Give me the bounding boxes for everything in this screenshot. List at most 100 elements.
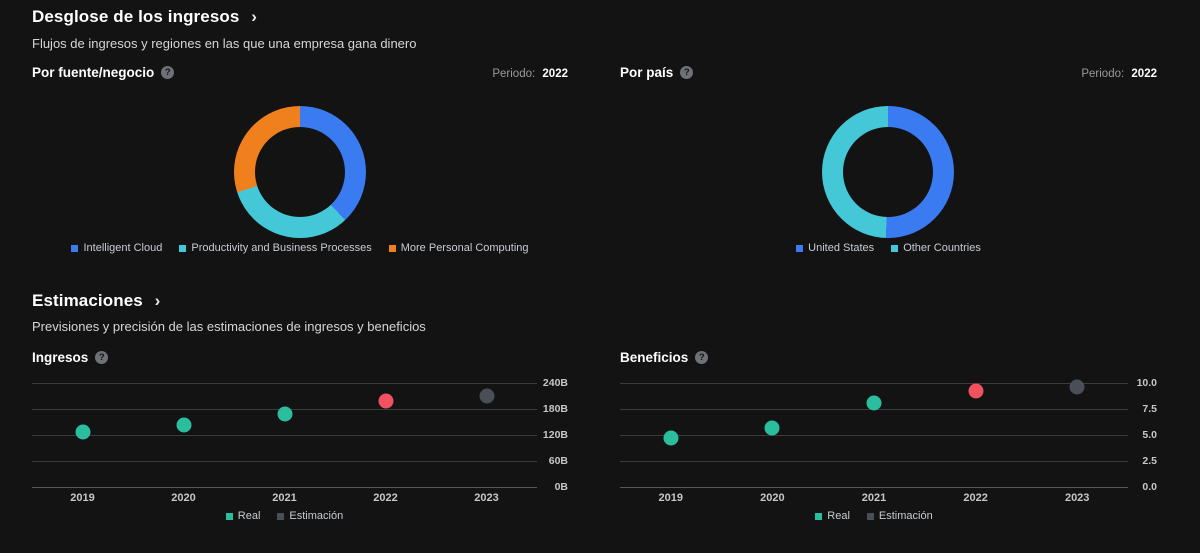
data-point-2023 — [1069, 379, 1085, 395]
gridline — [32, 487, 537, 488]
x-axis-tick-label: 2021 — [272, 492, 297, 504]
legend-label: Other Countries — [903, 242, 981, 254]
legend-swatch — [179, 244, 187, 252]
by-source-heading: Por fuente/negocio — [32, 65, 155, 80]
beneficios-heading: Beneficios — [620, 350, 689, 365]
x-axis-tick-label: 2023 — [1064, 492, 1090, 504]
x-axis-tick-label: 2023 — [474, 492, 499, 504]
by-source-legend: Intelligent Cloud Productivity and Busine… — [32, 242, 568, 254]
legend-label: Productivity and Business Processes — [191, 242, 372, 254]
help-icon[interactable]: ? — [95, 351, 109, 364]
chevron-right-icon: › — [154, 291, 161, 310]
legend-swatch — [796, 244, 804, 252]
revenue-breakdown-title-link[interactable]: Desglose de los ingresos › — [32, 7, 257, 27]
y-axis-tick-label: 120B — [542, 429, 568, 441]
revenue-breakdown-title: Desglose de los ingresos — [32, 7, 240, 26]
ingresos-x-axis: 2019 2020 2021 2022 2023 — [32, 492, 537, 506]
estimates-title: Estimaciones — [32, 291, 143, 310]
estimates-title-link[interactable]: Estimaciones › — [32, 291, 160, 311]
data-point-2019 — [663, 430, 679, 446]
data-point-2021 — [866, 395, 882, 411]
period-selector-by-country[interactable]: Periodo: 2022 — [957, 68, 1157, 80]
y-axis-tick-label: 0.0 — [1142, 481, 1157, 493]
legend-item: Estimación — [277, 510, 343, 522]
gridline — [32, 383, 537, 384]
y-axis-tick-label: 60B — [548, 455, 568, 467]
help-icon[interactable]: ? — [680, 66, 694, 79]
legend-item: Estimación — [866, 510, 933, 522]
ingresos-header: Ingresos ? — [32, 350, 109, 365]
legend-swatch — [388, 244, 396, 252]
legend-label: More Personal Computing — [400, 242, 529, 254]
legend-label: Real — [237, 510, 261, 522]
legend-label: United States — [808, 242, 875, 254]
legend-item: Productivity and Business Processes — [179, 242, 372, 254]
gridline — [32, 435, 537, 436]
legend-swatch — [891, 244, 899, 252]
y-axis-tick-label: 180B — [542, 403, 568, 415]
data-point-2021 — [277, 406, 292, 422]
y-axis-tick-label: 2.5 — [1142, 455, 1157, 467]
legend-swatch — [866, 512, 874, 520]
period-value: 2022 — [542, 68, 568, 80]
by-country-legend: United States Other Countries — [620, 242, 1157, 254]
y-axis-tick-label: 7.5 — [1142, 403, 1157, 415]
donut-chart-by-source: Intelligent Cloud Productivity and Busine… — [32, 106, 568, 266]
legend-label: Estimación — [289, 510, 344, 522]
donut-ring — [822, 106, 954, 238]
data-point-2020 — [176, 417, 191, 433]
gridline — [32, 461, 537, 462]
x-axis-tick-label: 2019 — [658, 492, 684, 504]
beneficios-header: Beneficios ? — [620, 350, 709, 365]
data-point-2023 — [479, 388, 494, 404]
by-country-header: Por país ? — [620, 65, 694, 80]
gridline — [620, 461, 1128, 462]
data-point-2022 — [378, 393, 393, 409]
legend-item: Real — [815, 510, 850, 522]
legend-swatch — [71, 244, 79, 252]
donut-hole — [843, 127, 933, 217]
legend-label: Real — [827, 510, 850, 522]
revenue-breakdown-subtitle: Flujos de ingresos y regiones en las que… — [32, 36, 417, 51]
donut-chart-by-country: United States Other Countries — [620, 106, 1157, 266]
data-point-2022 — [968, 383, 984, 399]
x-axis-tick-label: 2022 — [373, 492, 398, 504]
chevron-right-icon: › — [251, 7, 258, 26]
y-axis-tick-label: 240B — [542, 377, 568, 389]
legend-label: Intelligent Cloud — [83, 242, 163, 254]
legend-item: United States — [796, 242, 874, 254]
ingresos-scatter-chart: 240B 180B 120B 60B 0B 2019 2020 2021 2022 2023 R… — [32, 377, 568, 528]
help-icon[interactable]: ? — [695, 351, 709, 364]
by-source-header: Por fuente/negocio ? — [32, 65, 175, 80]
y-axis-tick-label: 5.0 — [1142, 429, 1157, 441]
x-axis-tick-label: 2020 — [171, 492, 196, 504]
legend-label: Estimación — [878, 510, 933, 522]
beneficios-y-axis: 10.0 7.5 5.0 2.5 0.0 — [1127, 377, 1157, 493]
donut-hole — [255, 127, 345, 217]
period-selector-by-source[interactable]: Periodo: 2022 — [368, 68, 568, 80]
x-axis-tick-label: 2021 — [861, 492, 887, 504]
ingresos-legend: Real Estimación — [32, 510, 537, 522]
ingresos-heading: Ingresos — [32, 350, 89, 365]
ingresos-y-axis: 240B 180B 120B 60B 0B — [538, 377, 568, 493]
gridline — [620, 487, 1128, 488]
data-point-2020 — [764, 420, 780, 436]
help-icon[interactable]: ? — [161, 66, 175, 79]
beneficios-legend: Real Estimación — [620, 510, 1128, 522]
x-axis-tick-label: 2019 — [70, 492, 95, 504]
x-axis-tick-label: 2022 — [963, 492, 988, 504]
legend-item: Intelligent Cloud — [71, 242, 162, 254]
legend-swatch — [225, 512, 233, 520]
legend-item: Real — [225, 510, 261, 522]
period-value: 2022 — [1131, 68, 1157, 80]
y-axis-tick-label: 10.0 — [1136, 377, 1157, 389]
gridline — [620, 383, 1128, 384]
estimates-subtitle: Previsiones y precisión de las estimacio… — [32, 319, 426, 334]
y-axis-tick-label: 0B — [554, 481, 568, 493]
x-axis-tick-label: 2020 — [760, 492, 785, 504]
legend-swatch — [815, 512, 823, 520]
legend-swatch — [277, 512, 285, 520]
data-point-2019 — [75, 424, 90, 440]
period-label: Periodo: — [1081, 68, 1125, 80]
donut-ring — [234, 106, 366, 238]
